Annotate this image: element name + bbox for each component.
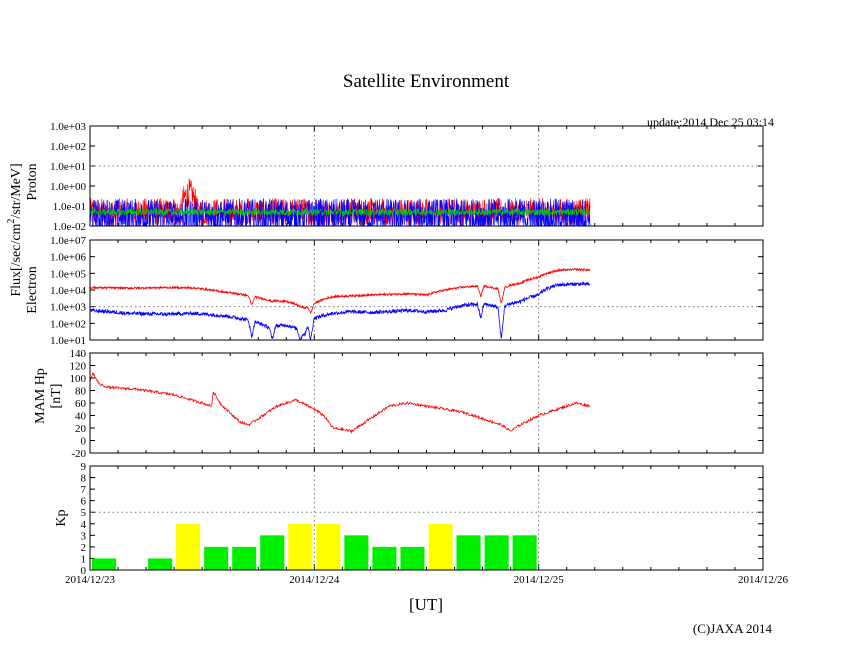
x-tick-label: 2014/12/23 [65, 574, 116, 586]
kp-bar [372, 546, 397, 570]
kp-bar [232, 546, 257, 570]
mam-hp-series [89, 372, 591, 434]
proton-ylabel: Proton [25, 163, 40, 200]
proton-ytick-label: 1.0e+00 [50, 181, 86, 193]
kp-ytick-label: 7 [81, 484, 87, 496]
x-tick-label: 2014/12/26 [738, 574, 789, 586]
electron-ylabel: Electron [25, 266, 40, 313]
kp-bar [92, 558, 117, 570]
mam-ytick-label: 60 [75, 398, 87, 410]
electron-frame [89, 239, 764, 341]
mam-ytick-label: 0 [81, 436, 87, 448]
x-tick-label: 2014/12/25 [514, 574, 565, 586]
proton-blue-series [90, 198, 591, 226]
mam-ylabel-line2: [nT] [49, 384, 64, 409]
kp-ytick-label: 8 [81, 473, 87, 485]
electron-ytick-label: 1.0e+06 [50, 252, 86, 264]
proton-panel: 1.0e-02 1.0e-01 1.0e+00 1.0e+01 1.0e+02 1.0e+… [50, 121, 764, 233]
mam-ytick-label: 20 [75, 423, 87, 435]
kp-ytick-label: 9 [81, 461, 87, 473]
mam-ytick-label: 120 [70, 361, 87, 373]
kp-bar [176, 523, 201, 570]
kp-ytick-label: 1 [81, 553, 87, 565]
mam-ytick-label: 40 [75, 411, 87, 423]
mam-ytick-label: 100 [70, 373, 87, 385]
mam-ylabel-line1: MAM Hp [33, 368, 48, 424]
kp-ytick-label: 0 [81, 565, 87, 577]
kp-ytick-label: 3 [81, 530, 87, 542]
kp-bar [344, 535, 369, 570]
mam-ytick-label: 80 [75, 386, 87, 398]
copyright: (C)JAXA 2014 [693, 621, 773, 636]
proton-ytick-label: 1.0e-01 [53, 201, 86, 213]
mam-ytick-label: 140 [70, 348, 87, 360]
chart-title: Satellite Environment [343, 71, 510, 92]
x-axis-label: [UT] [409, 595, 443, 614]
proton-ytick-label: 1.0e+03 [50, 121, 86, 133]
proton-ytick-label: 1.0e+02 [50, 141, 86, 153]
kp-ytick-label: 5 [81, 507, 87, 519]
electron-red-series [90, 267, 591, 314]
mam-frame [89, 352, 764, 454]
kp-frame [89, 465, 764, 571]
kp-ytick-label: 2 [81, 542, 87, 554]
electron-ytick-label: 1.0e+03 [50, 302, 86, 314]
kp-bar [484, 535, 509, 570]
kp-bar [204, 546, 229, 570]
kp-bar [400, 546, 425, 570]
mam-ytick-label: -20 [71, 448, 86, 460]
electron-blue-series [90, 281, 591, 340]
flux-ylabel: Flux[/sec/cm2/str/MeV] [6, 163, 24, 296]
electron-ytick-label: 1.0e+01 [50, 335, 86, 347]
proton-frame [89, 125, 764, 227]
kp-ylabel: Kp [54, 509, 69, 526]
x-tick-label: 2014/12/24 [289, 574, 340, 586]
electron-panel: 1.0e+01 1.0e+02 1.0e+03 1.0e+04 1.0e+05 1.0e+… [50, 235, 764, 347]
proton-ytick-label: 1.0e-02 [53, 221, 86, 233]
proton-ytick-label: 1.0e+01 [50, 161, 86, 173]
electron-ytick-label: 1.0e+07 [50, 235, 86, 247]
electron-ytick-label: 1.0e+02 [50, 318, 86, 330]
electron-ytick-label: 1.0e+04 [50, 285, 86, 297]
electron-ytick-label: 1.0e+05 [50, 268, 86, 280]
proton-green-series [90, 207, 591, 217]
kp-bar [148, 558, 173, 570]
kp-bar [456, 535, 481, 570]
kp-bar [260, 535, 285, 570]
kp-ytick-label: 4 [81, 519, 87, 531]
kp-bar [512, 535, 537, 570]
kp-bar [428, 523, 453, 570]
kp-bar [316, 523, 341, 570]
kp-ytick-label: 6 [81, 496, 87, 508]
update-timestamp: update:2014 Dec 25 03:14 [647, 115, 774, 129]
kp-bar [288, 523, 313, 570]
